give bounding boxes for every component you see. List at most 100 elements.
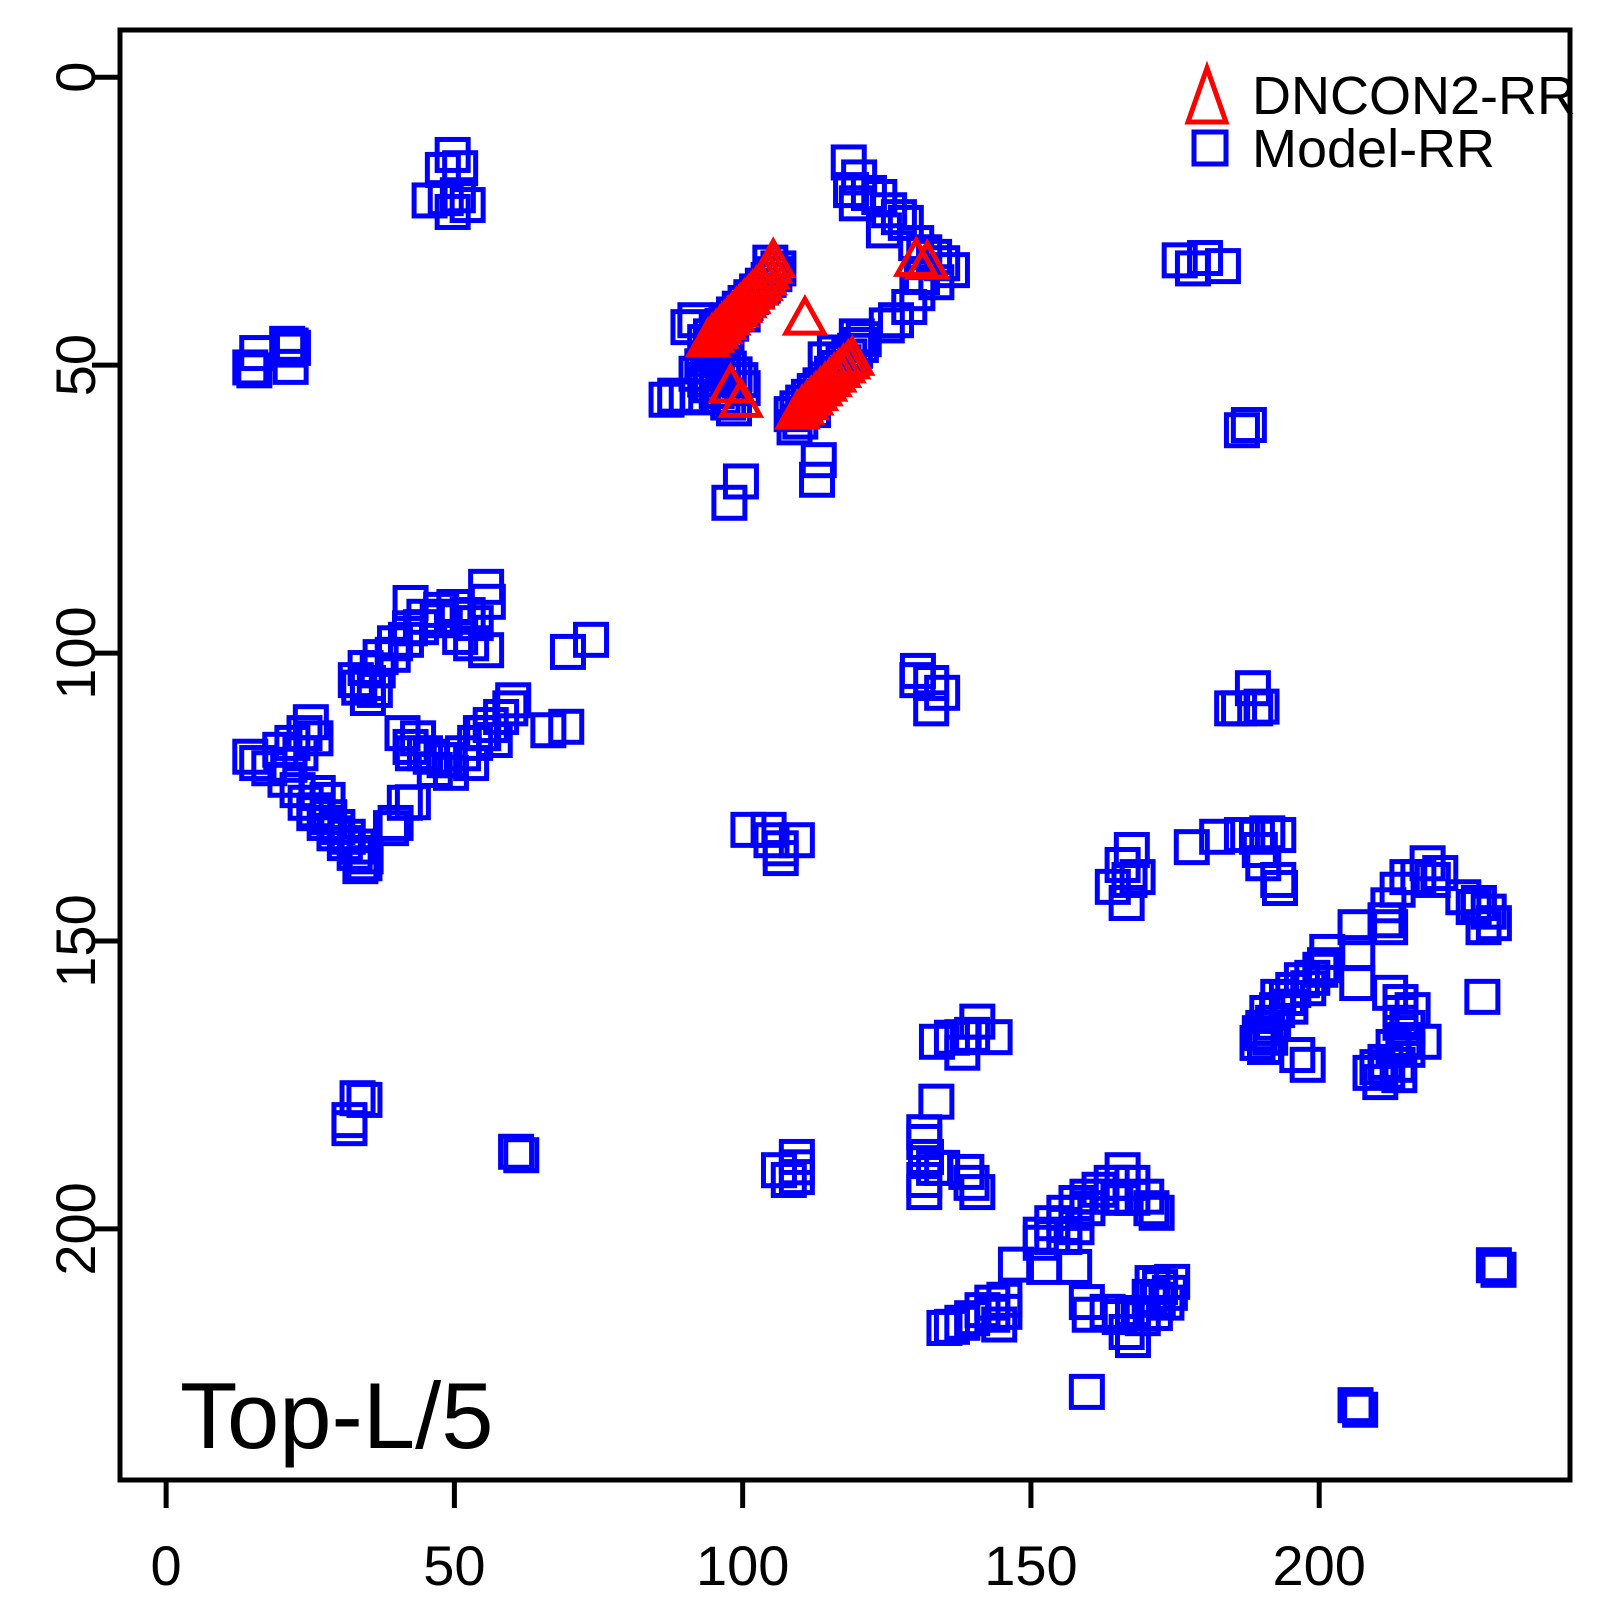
data-point-marker bbox=[346, 845, 383, 882]
data-point-marker bbox=[913, 690, 950, 727]
data-point-marker bbox=[828, 334, 876, 376]
data-point-marker bbox=[1089, 1293, 1126, 1330]
data-point-marker bbox=[406, 735, 443, 772]
data-point-marker bbox=[1204, 248, 1241, 285]
data-point-marker bbox=[349, 679, 386, 716]
data-point-marker bbox=[1119, 859, 1156, 896]
data-point-marker bbox=[1339, 965, 1376, 1002]
data-point-marker bbox=[1464, 978, 1501, 1015]
data-point-marker bbox=[1337, 1387, 1374, 1424]
y-tick-label: 0 bbox=[44, 62, 107, 93]
data-point-marker bbox=[1475, 905, 1512, 942]
legend-item-model-rr: Model-RR bbox=[1191, 119, 1495, 179]
x-tick-label: 100 bbox=[696, 1534, 789, 1597]
data-point-marker bbox=[800, 442, 837, 479]
y-tick-label: 100 bbox=[44, 606, 107, 699]
data-point-marker bbox=[296, 795, 333, 832]
data-point-marker bbox=[997, 1246, 1034, 1283]
data-point-marker bbox=[1475, 1247, 1512, 1284]
y-tick-label: 150 bbox=[44, 894, 107, 987]
data-point-marker bbox=[468, 632, 505, 669]
data-point-marker bbox=[717, 376, 765, 418]
triangle-marker-icon bbox=[1184, 60, 1230, 125]
data-point-marker bbox=[1148, 1284, 1185, 1321]
data-point-marker bbox=[903, 238, 951, 280]
data-point-marker bbox=[462, 715, 499, 752]
data-point-marker bbox=[573, 621, 610, 658]
data-point-marker bbox=[498, 1133, 535, 1170]
data-point-marker bbox=[750, 811, 787, 848]
data-point-marker bbox=[1133, 1190, 1170, 1227]
y-tick-label: 50 bbox=[44, 334, 107, 396]
legend-label-dncon2-rr: DNCON2-RR bbox=[1252, 66, 1576, 126]
data-point-marker bbox=[799, 461, 836, 498]
data-point-marker bbox=[913, 665, 950, 702]
square-marker-icon bbox=[1191, 129, 1229, 167]
data-point-marker bbox=[272, 348, 309, 385]
data-point-marker bbox=[1068, 1373, 1105, 1410]
data-point-marker bbox=[1389, 859, 1426, 896]
data-point-marker bbox=[770, 1161, 807, 1198]
data-point-marker bbox=[648, 381, 685, 418]
x-tick-label: 150 bbox=[984, 1534, 1077, 1597]
x-tick-label: 0 bbox=[151, 1534, 182, 1597]
data-point-marker bbox=[1302, 951, 1339, 988]
data-point-marker bbox=[1234, 670, 1271, 707]
data-point-marker bbox=[469, 583, 506, 620]
data-point-marker bbox=[274, 724, 311, 761]
data-point-marker bbox=[549, 633, 586, 670]
data-point-marker bbox=[1173, 829, 1210, 866]
subset-label: Top-L/5 bbox=[180, 1363, 494, 1468]
data-point-marker bbox=[918, 264, 955, 301]
y-axis-ticks: 0 50 100 150 200 bbox=[44, 62, 120, 1276]
data-point-marker bbox=[1114, 1322, 1151, 1359]
data-point-marker bbox=[432, 754, 469, 791]
x-axis-ticks: 0 50 100 150 200 bbox=[151, 1480, 1366, 1597]
data-point-marker bbox=[778, 1159, 815, 1196]
data-point-marker bbox=[331, 1110, 368, 1147]
data-point-marker bbox=[1230, 407, 1267, 444]
x-tick-label: 50 bbox=[423, 1534, 485, 1597]
y-tick-label: 200 bbox=[44, 1182, 107, 1275]
data-point-marker bbox=[711, 484, 748, 521]
data-point-marker bbox=[926, 1309, 963, 1346]
data-point-marker bbox=[495, 682, 532, 719]
data-point-marker bbox=[1243, 688, 1280, 725]
data-point-marker bbox=[892, 235, 940, 277]
data-point-marker bbox=[948, 1153, 985, 1190]
data-point-marker bbox=[392, 584, 429, 621]
data-point-marker bbox=[959, 1174, 996, 1211]
data-point-marker bbox=[1022, 1224, 1059, 1261]
data-point-marker bbox=[749, 236, 797, 278]
data-point-marker bbox=[976, 1019, 1013, 1056]
data-point-marker bbox=[449, 187, 486, 224]
data-point-marker bbox=[724, 370, 761, 407]
data-point-marker bbox=[954, 1300, 991, 1337]
data-point-marker bbox=[1058, 1209, 1095, 1246]
data-point-marker bbox=[878, 302, 915, 339]
model-rr-points bbox=[232, 136, 1517, 1428]
data-point-marker bbox=[1480, 1251, 1517, 1288]
data-point-marker bbox=[336, 834, 373, 871]
data-point-marker bbox=[1372, 909, 1409, 946]
data-point-marker bbox=[906, 1174, 943, 1211]
legend-label-model-rr: Model-RR bbox=[1252, 119, 1495, 179]
data-point-marker bbox=[762, 840, 799, 877]
data-point-marker bbox=[981, 1306, 1018, 1343]
data-point-marker bbox=[1108, 1314, 1145, 1351]
data-point-marker bbox=[1381, 1057, 1418, 1094]
data-point-marker bbox=[730, 811, 767, 848]
x-tick-label: 200 bbox=[1272, 1534, 1365, 1597]
data-point-marker bbox=[953, 1164, 990, 1201]
data-point-marker bbox=[306, 804, 343, 841]
data-point-marker bbox=[1199, 818, 1236, 855]
data-point-marker bbox=[1239, 1024, 1276, 1061]
data-point-marker bbox=[781, 293, 829, 336]
data-point-marker bbox=[1279, 1037, 1316, 1074]
data-point-marker bbox=[1223, 412, 1260, 449]
data-point-marker bbox=[1262, 870, 1298, 907]
data-point-marker bbox=[1342, 1391, 1379, 1428]
legend-item-dncon2-rr: DNCON2-RR bbox=[1184, 60, 1576, 126]
